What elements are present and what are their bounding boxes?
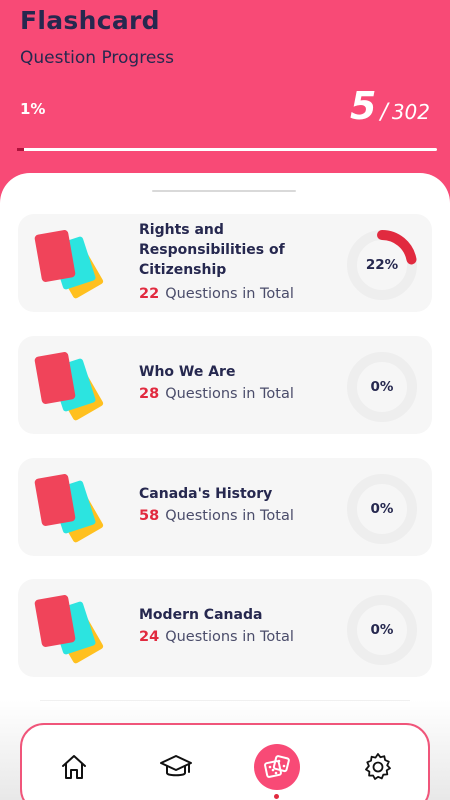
deck-progress-ring (347, 230, 417, 300)
list-divider (40, 700, 410, 701)
nav-settings-button[interactable] (354, 743, 402, 791)
bottom-nav (20, 723, 430, 800)
nav-flashcard-button[interactable] (253, 743, 301, 791)
deck-progress-ring (347, 474, 417, 544)
deck-count-label: Questions in Total (165, 286, 294, 302)
total-questions: 302 (391, 100, 430, 124)
deck-title: Canada's History (139, 486, 273, 502)
flashcards-icon (34, 474, 104, 543)
question-counter: 5/302 (350, 84, 430, 128)
deck-count-label: Questions in Total (165, 386, 294, 402)
deck-progress-label: 22% (365, 257, 399, 273)
deck-title: Modern Canada (139, 607, 263, 623)
deck-question-count: 58 Questions in Total (139, 508, 294, 524)
progress-arc (347, 230, 417, 300)
progress-subtitle: Question Progress (20, 48, 174, 68)
nav-learn-button[interactable] (152, 743, 200, 791)
sheet-drag-handle[interactable] (152, 190, 296, 192)
flashcards-icon (34, 352, 104, 421)
deck-card[interactable]: Rights and Responsibilities of Citizensh… (18, 214, 432, 312)
deck-progress-ring (347, 352, 417, 422)
deck-question-count: 28 Questions in Total (139, 386, 294, 402)
deck-card[interactable]: Modern Canada 24 Questions in Total 0% (18, 579, 432, 677)
page-title: Flashcard (20, 6, 160, 35)
nav-home-button[interactable] (50, 743, 98, 791)
deck-count-value: 58 (139, 508, 160, 524)
deck-card[interactable]: Who We Are 28 Questions in Total 0% (18, 336, 432, 434)
nav-active-indicator (254, 744, 300, 790)
graduation-cap-icon (160, 755, 192, 777)
deck-count-label: Questions in Total (165, 629, 294, 645)
progress-percent: 1% (20, 100, 46, 118)
dice-icon (264, 755, 290, 778)
deck-title: Rights and Responsibilities of Citizensh… (139, 222, 285, 278)
deck-progress-label: 0% (370, 501, 394, 517)
deck-question-count: 24 Questions in Total (139, 629, 294, 645)
deck-count-value: 24 (139, 629, 160, 645)
active-dot (274, 794, 279, 799)
flashcards-icon (34, 230, 104, 299)
flashcards-icon (34, 595, 104, 664)
deck-question-count: 22 Questions in Total (139, 286, 294, 302)
deck-title: Who We Are (139, 364, 236, 380)
deck-progress-label: 0% (370, 622, 394, 638)
current-question: 5 (349, 84, 377, 128)
progress-bar-fill (17, 148, 24, 151)
counter-separator: / (380, 100, 388, 125)
deck-count-label: Questions in Total (165, 508, 294, 524)
progress-bar (17, 148, 437, 151)
deck-progress-ring (347, 595, 417, 665)
deck-count-value: 22 (139, 286, 160, 302)
home-icon (62, 755, 86, 779)
deck-card[interactable]: Canada's History 58 Questions in Total 0% (18, 458, 432, 556)
gear-icon (365, 753, 391, 780)
deck-progress-label: 0% (370, 379, 394, 395)
deck-count-value: 28 (139, 386, 160, 402)
